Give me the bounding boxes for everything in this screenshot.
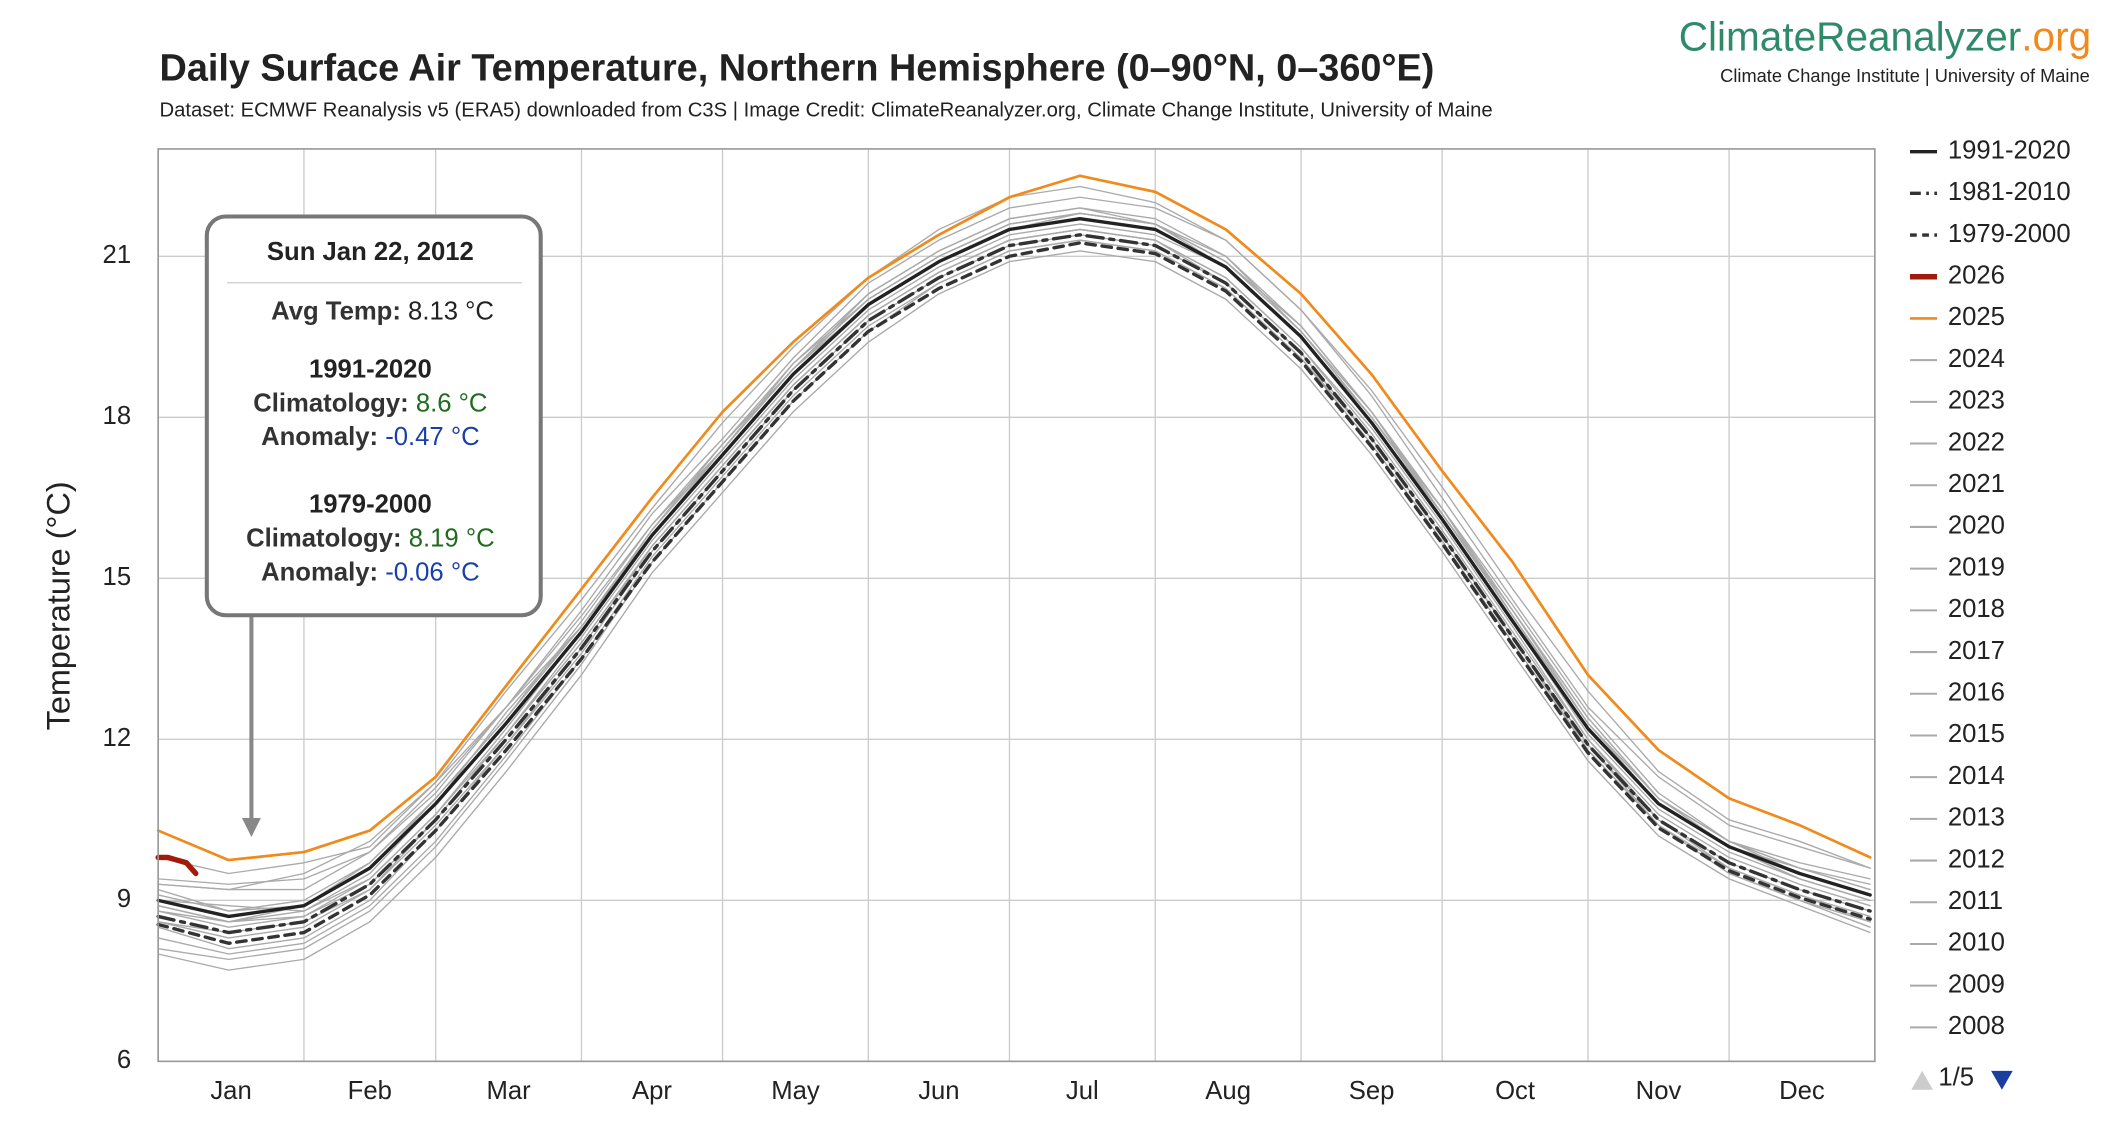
tooltip-value: -0.47 °C <box>385 423 479 451</box>
tooltip-box <box>204 214 543 618</box>
x-tick-label: Oct <box>1495 1077 1535 1105</box>
x-tick-label: May <box>771 1077 820 1105</box>
tooltip-anomaly: Anomaly: -0.06 °C <box>261 558 480 586</box>
axes: 6 9 12 15 18 21 Jan Feb Mar Apr May Jun Jul Aug Sep Oct… <box>103 241 1825 1105</box>
legend-label: 1981-2010 <box>1948 178 2071 206</box>
series-line <box>157 212 1871 912</box>
series-line <box>156 241 1872 945</box>
series-line <box>156 233 1872 935</box>
y-tick-label: 6 <box>117 1046 131 1074</box>
pager-down[interactable] <box>1991 1070 2013 1090</box>
tooltip-value: -0.06 °C <box>385 558 479 586</box>
x-tick-label: Nov <box>1636 1077 1682 1105</box>
y-tick-label: 9 <box>117 885 131 913</box>
lines <box>155 174 1872 971</box>
tooltip-avg: Avg Temp: 8.13 °C <box>271 297 494 325</box>
x-tick-label: Aug <box>1205 1077 1251 1105</box>
tooltip-anomaly: Anomaly: -0.47 °C <box>261 423 480 451</box>
tooltip-climatology: Climatology: 8.19 °C <box>246 524 495 552</box>
series-line <box>155 854 199 877</box>
y-tick-label: 15 <box>103 563 132 591</box>
x-tick-label: Apr <box>632 1077 672 1105</box>
logo-subtitle: Climate Change Institute | University of… <box>1720 65 2090 86</box>
legend-label: 2010 <box>1948 929 2005 957</box>
legend-label: 2012 <box>1948 845 2005 873</box>
tooltip-label: Anomaly: <box>261 423 378 451</box>
legend-label: 1991-2020 <box>1948 136 2071 164</box>
legend-label: 2013 <box>1948 804 2005 832</box>
y-axis-label: Temperature (°C) <box>40 481 76 730</box>
tooltip: Sun Jan 22, 2012 Avg Temp: 8.13 °C 1991-… <box>204 214 543 837</box>
legend-label: 2016 <box>1948 679 2005 707</box>
plot-border <box>157 148 1876 1063</box>
tooltip-date: Sun Jan 22, 2012 <box>267 238 474 266</box>
series-line <box>157 250 1871 971</box>
series-line <box>157 207 1871 891</box>
tooltip-avg-value: 8.13 °C <box>408 297 494 325</box>
x-tick-label: Mar <box>486 1077 531 1105</box>
legend-label: 2025 <box>1948 303 2005 331</box>
x-tick-label: Feb <box>348 1077 392 1105</box>
tooltip-arrowhead <box>241 818 261 837</box>
legend-label: 2022 <box>1948 428 2005 456</box>
legend-label: 1979-2000 <box>1948 220 2071 248</box>
legend-label: 2009 <box>1948 970 2005 998</box>
logo-suffix: .org <box>2021 13 2091 59</box>
chart-subtitle: Dataset: ECMWF Reanalysis v5 (ERA5) down… <box>160 99 1493 121</box>
tooltip-climatology: Climatology: 8.6 °C <box>253 389 487 417</box>
chart-title: Daily Surface Air Temperature, Northern … <box>160 48 1435 90</box>
tooltip-value: 8.19 °C <box>409 524 495 552</box>
y-tick-label: 12 <box>103 724 132 752</box>
pager-text: 1/5 <box>1938 1064 1974 1092</box>
legend-label: 2019 <box>1948 553 2005 581</box>
x-tick-label: Jan <box>210 1077 251 1105</box>
legend-label: 2024 <box>1948 345 2005 373</box>
tooltip-label: Climatology: <box>253 389 408 417</box>
tooltip-group-name: 1991-2020 <box>309 355 432 383</box>
tooltip-value: 8.6 °C <box>416 389 488 417</box>
x-tick-label: Sep <box>1349 1077 1395 1105</box>
legend-label: 2023 <box>1948 387 2005 415</box>
series-line <box>157 196 1871 891</box>
logo-text: ClimateReanalyzer <box>1679 13 2022 59</box>
legend-label: 2021 <box>1948 470 2005 498</box>
pager: 1/5 <box>1911 1064 2013 1092</box>
series-line <box>156 217 1872 919</box>
legend-label: 2015 <box>1948 720 2005 748</box>
y-tick-label: 18 <box>103 402 132 430</box>
x-tick-label: Jul <box>1066 1077 1099 1105</box>
tooltip-avg-label: Avg Temp: <box>271 297 401 325</box>
series-line <box>156 174 1872 862</box>
logo[interactable]: ClimateReanalyzer.org <box>1679 13 2091 59</box>
tooltip-label: Anomaly: <box>261 558 378 586</box>
tooltip-label: Climatology: <box>246 524 401 552</box>
legend-label: 2020 <box>1948 512 2005 540</box>
pager-up[interactable] <box>1911 1070 1933 1090</box>
legend-label: 2018 <box>1948 595 2005 623</box>
legend-label: 2017 <box>1948 637 2005 665</box>
legend: 1991-2020 1981-2010 1979-2000 2026 2025 2024 2… <box>1909 136 2071 1040</box>
y-tick-label: 21 <box>103 241 132 269</box>
x-tick-label: Dec <box>1779 1077 1825 1105</box>
legend-label: 2008 <box>1948 1012 2005 1040</box>
legend-label: 2014 <box>1948 762 2005 790</box>
tooltip-group-name: 1979-2000 <box>309 491 432 519</box>
x-tick-label: Jun <box>918 1077 959 1105</box>
legend-label: 2026 <box>1948 262 2005 290</box>
legend-label: 2011 <box>1948 887 2003 915</box>
